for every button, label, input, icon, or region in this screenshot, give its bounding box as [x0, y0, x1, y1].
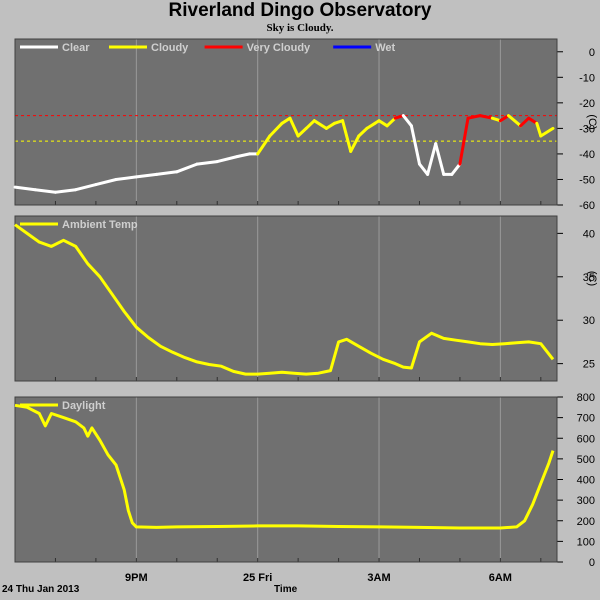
series-segment [357, 126, 369, 138]
y-tick-label: 700 [577, 413, 595, 425]
plot-border [14, 215, 558, 382]
y-tick-label: 35 [583, 272, 595, 284]
series-segment [519, 116, 531, 128]
series-segment [268, 121, 284, 138]
series-segment [195, 160, 219, 166]
y-tick-label: 400 [577, 475, 595, 487]
legend-label: Daylight [62, 400, 106, 412]
series-segment [478, 114, 494, 120]
legend-label: Wet [375, 42, 395, 54]
series-segment [324, 121, 336, 130]
y-tick-label: -50 [579, 174, 595, 186]
series-segment [341, 119, 353, 153]
series-segment [236, 152, 252, 158]
page-title: Riverland Dingo Observatory [168, 0, 432, 21]
series-segment [33, 188, 57, 194]
series-segment [155, 170, 179, 176]
series-segment [377, 119, 389, 128]
y-tick-label: 200 [577, 516, 595, 528]
series-segment [175, 162, 199, 174]
x-tick-label: 3AM [367, 572, 390, 584]
plot-area [15, 397, 557, 562]
series-segment [426, 142, 438, 176]
x-tick-label: 6AM [489, 572, 512, 584]
chart-panel-3: 800 700 600 500 400 300 200 100 0 Daylight [14, 392, 595, 569]
series-segment [507, 114, 523, 128]
y-tick-label: -20 [579, 98, 595, 110]
y-tick-label: 30 [583, 315, 595, 327]
y-unit-label: (C) [586, 114, 598, 129]
y-unit-label: (C) [586, 271, 598, 286]
series-segment [215, 155, 239, 164]
series-segment [296, 126, 308, 138]
series-segment [539, 126, 555, 138]
x-tick-label: 9PM [125, 572, 148, 584]
series-segment [385, 116, 397, 128]
series-segment [256, 134, 272, 156]
legend-label: Clear [62, 42, 90, 54]
series-segment [114, 175, 138, 181]
plot-area [15, 216, 557, 381]
series-segment [458, 116, 470, 166]
y-tick-label: 0 [589, 47, 595, 59]
series-segment [535, 121, 543, 138]
series-segment [288, 116, 300, 138]
y-tick-label: 800 [577, 392, 595, 404]
series-line [14, 223, 555, 376]
series-segment [94, 178, 118, 187]
legend-label: Very Cloudy [247, 42, 311, 54]
y-tick-label: -30 [579, 123, 595, 135]
y-tick-label: -10 [579, 72, 595, 84]
y-tick-label: 300 [577, 495, 595, 507]
y-tick-label: -40 [579, 149, 595, 161]
series-segment [134, 172, 159, 179]
series-segment [365, 121, 377, 130]
series-segment [304, 119, 316, 130]
series-segment [74, 183, 98, 192]
series-segment [53, 188, 78, 194]
y-tick-label: 600 [577, 433, 595, 445]
series-segment [349, 134, 361, 153]
plot-border [14, 396, 558, 563]
y-tick-label: 100 [577, 536, 595, 548]
series-line [14, 403, 555, 530]
x-axis-label: Time [274, 584, 298, 595]
series-segment [466, 114, 482, 120]
y-tick-label: 500 [577, 454, 595, 466]
plot-border [14, 38, 558, 206]
x-tick-label: 25 Fri [243, 572, 272, 584]
chart-panel-1: 0 -10 -20 -30 -40 -50 -60 (C) Clear Cloudy Very Cl… [13, 38, 598, 212]
y-tick-label: 0 [589, 557, 595, 569]
sky-status-subtitle: Sky is Cloudy. [266, 22, 334, 34]
y-tick-label: 40 [583, 228, 595, 240]
series-segment [434, 142, 446, 176]
series-segment [401, 114, 413, 128]
series-segment [312, 119, 328, 130]
series-segment [527, 116, 539, 125]
legend-label: Cloudy [151, 42, 189, 54]
series-segment [418, 162, 430, 176]
y-tick-label: 25 [583, 359, 595, 371]
chart-panel-2: 40 35 30 25 (C) Ambient Temp [14, 215, 598, 382]
series-segment [280, 116, 292, 125]
legend-label: Ambient Temp [62, 219, 138, 231]
series-segment [409, 124, 421, 166]
series-segment [498, 114, 510, 123]
series-segment [450, 162, 462, 176]
y-tick-label: -60 [579, 200, 595, 212]
date-label: 24 Thu Jan 2013 [2, 584, 80, 595]
series-segment [13, 185, 37, 192]
